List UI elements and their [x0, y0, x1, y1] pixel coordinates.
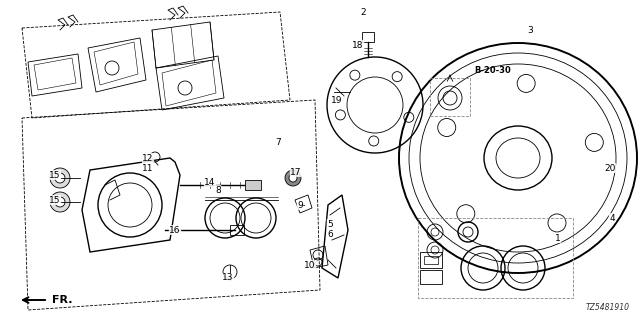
Text: 13: 13 — [222, 274, 234, 283]
Text: 10: 10 — [304, 260, 316, 269]
Text: 9: 9 — [297, 201, 303, 210]
Circle shape — [55, 173, 65, 183]
Text: B-20-30: B-20-30 — [474, 66, 511, 75]
Text: 20: 20 — [604, 164, 616, 172]
Text: 11: 11 — [142, 164, 154, 172]
Bar — [420, 252, 442, 268]
Text: 17: 17 — [291, 167, 301, 177]
Text: 12: 12 — [142, 154, 154, 163]
Text: 7: 7 — [275, 138, 281, 147]
Text: 16: 16 — [169, 226, 180, 235]
Text: 1: 1 — [555, 234, 561, 243]
Text: 6: 6 — [327, 229, 333, 238]
Bar — [362, 32, 374, 42]
Circle shape — [50, 192, 70, 212]
Text: TZ5481910: TZ5481910 — [586, 303, 630, 312]
Text: FR.: FR. — [52, 295, 72, 305]
Bar — [420, 270, 442, 284]
Bar — [418, 218, 573, 298]
Text: 8: 8 — [215, 186, 221, 195]
Circle shape — [50, 168, 70, 188]
Text: 2: 2 — [360, 7, 366, 17]
Text: 15: 15 — [49, 196, 61, 204]
Text: 5: 5 — [327, 220, 333, 228]
Text: 15: 15 — [49, 171, 61, 180]
Bar — [230, 225, 244, 235]
Text: 3: 3 — [527, 26, 533, 35]
Text: 19: 19 — [332, 95, 343, 105]
Bar — [430, 78, 470, 116]
Bar — [424, 256, 438, 264]
Text: 14: 14 — [204, 178, 216, 187]
Circle shape — [285, 170, 301, 186]
Circle shape — [289, 174, 297, 182]
Circle shape — [55, 197, 65, 207]
Text: 18: 18 — [352, 41, 364, 50]
Bar — [245, 180, 261, 190]
Text: 4: 4 — [609, 213, 615, 222]
